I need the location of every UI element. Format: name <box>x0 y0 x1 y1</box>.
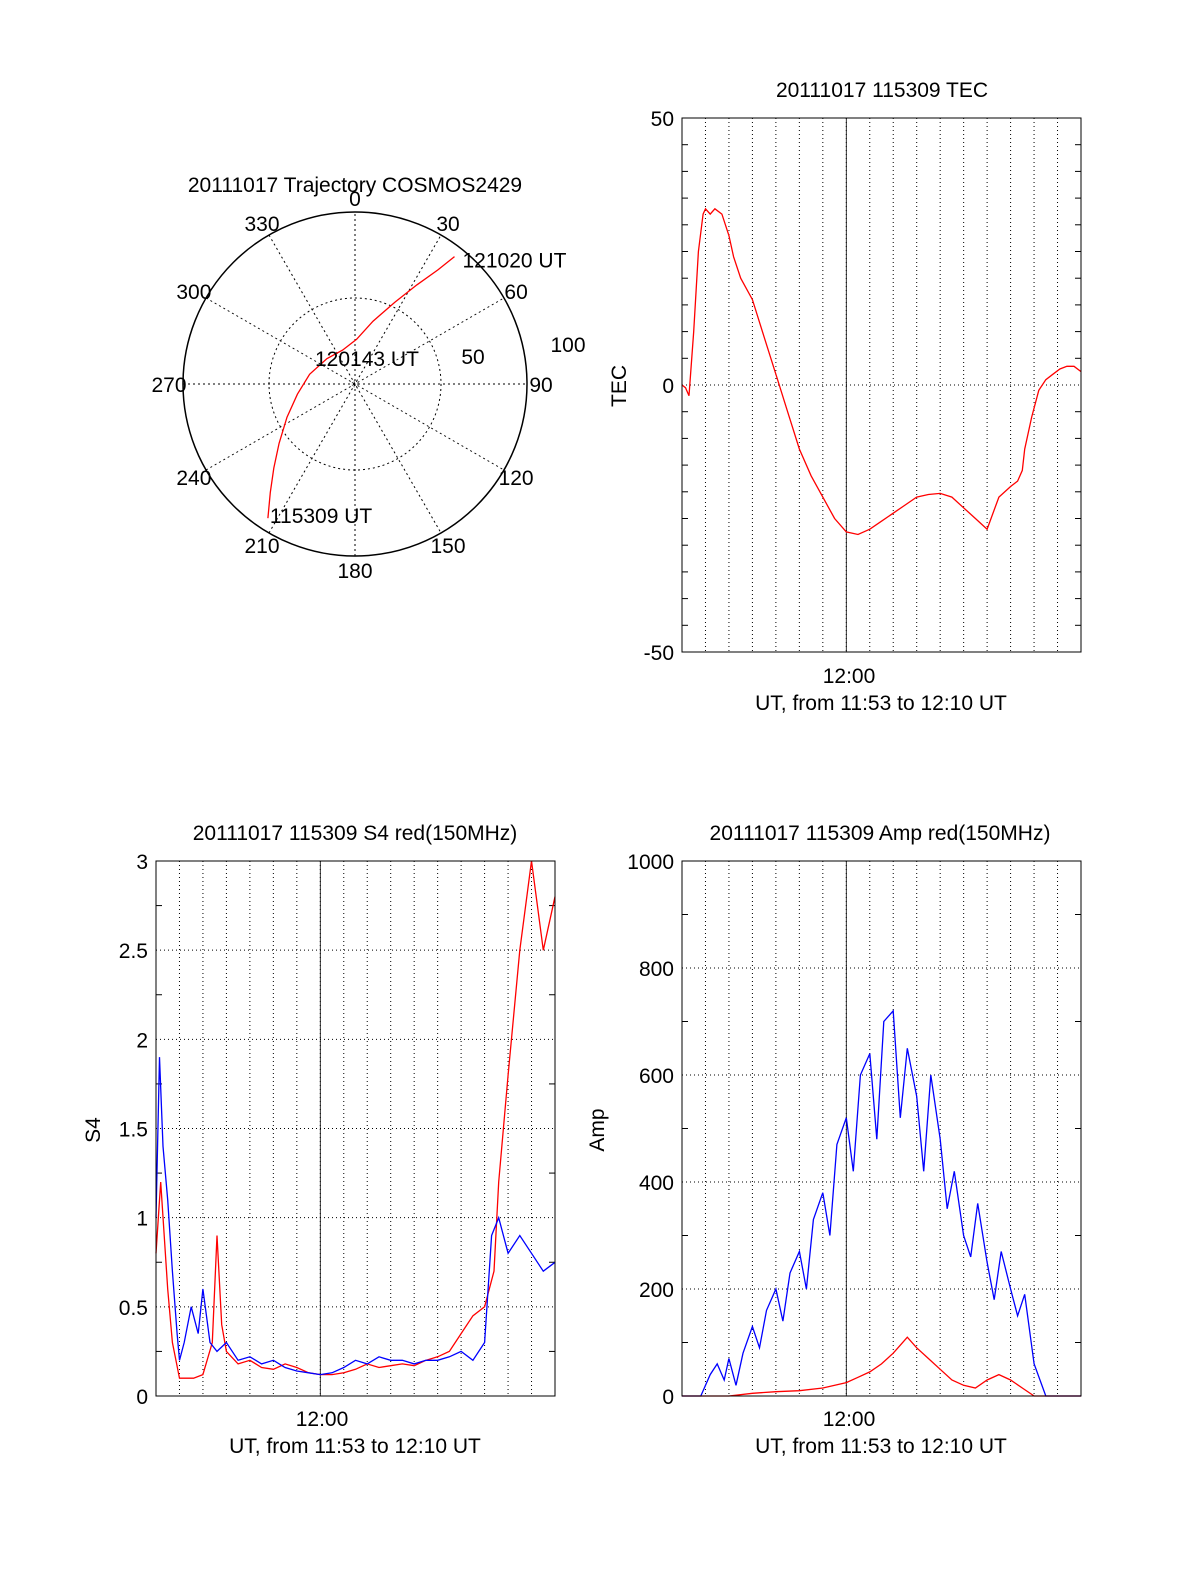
tec-ytick-labels: 50 0 -50 <box>644 108 674 665</box>
trajectory-line <box>267 256 455 519</box>
ytick-label: 400 <box>639 1172 674 1195</box>
s4-xlabel: UT, from 11:53 to 12:10 UT <box>229 1435 481 1458</box>
polar-angle-label: 60 <box>504 281 527 304</box>
ytick-label: 1000 <box>627 851 674 874</box>
s4-ytick-labels: 0 0.5 1 1.5 2 2.5 3 <box>119 851 148 1409</box>
ytick-label: 0 <box>662 375 674 398</box>
ytick-label: 50 <box>651 108 674 131</box>
polar-angle-label: 300 <box>176 281 211 304</box>
amp-title: 20111017 115309 Amp red(150MHz) <box>710 822 1051 845</box>
tec-xtick-label: 12:00 <box>823 665 876 688</box>
polar-angle-label: 150 <box>430 535 465 558</box>
time-label-mid: 120143 UT <box>315 348 419 371</box>
amp-panel: 20111017 115309 Amp red(150MHz) Amp 0 200… <box>586 822 1082 1458</box>
polar-panel: 20111017 Trajectory COSMOS2429 030609012… <box>151 174 585 583</box>
polar-angle-label: 90 <box>529 374 552 397</box>
ytick-label: 600 <box>639 1065 674 1088</box>
polar-radial-label: 100 <box>550 334 585 357</box>
polar-annotations: 121020 UT 120143 UT 115309 UT <box>270 250 567 529</box>
polar-angle-label: 210 <box>244 535 279 558</box>
ytick-label: 1.5 <box>119 1119 148 1142</box>
ytick-label: 2 <box>136 1029 148 1052</box>
time-label-end: 121020 UT <box>463 250 567 273</box>
polar-angle-label: 120 <box>499 467 534 490</box>
polar-angle-labels: 0 30 60 90 120 150 180 210 240 270 300 330 <box>151 188 552 583</box>
ytick-label: 800 <box>639 958 674 981</box>
ytick-label: 0.5 <box>119 1297 148 1320</box>
amp-xtick-label: 12:00 <box>823 1408 876 1431</box>
s4-red-series-line <box>155 860 556 1379</box>
tec-xlabel: UT, from 11:53 to 12:10 UT <box>755 692 1007 715</box>
s4-grid <box>156 861 555 1396</box>
polar-angle-label: 180 <box>337 560 372 583</box>
polar-title: 20111017 Trajectory COSMOS2429 <box>188 174 522 197</box>
ytick-label: 0 <box>136 1386 148 1409</box>
tec-plot-frame <box>681 117 1082 653</box>
s4-title: 20111017 115309 S4 red(150MHz) <box>193 822 518 845</box>
ytick-label: 3 <box>136 851 148 874</box>
polar-radial-label: 50 <box>461 346 484 369</box>
amp-red-series-line <box>682 1336 1081 1397</box>
polar-angle-label: 240 <box>176 467 211 490</box>
amp-blue-series-line <box>682 1009 1081 1397</box>
ytick-label: 200 <box>639 1279 674 1302</box>
time-label-start: 115309 UT <box>270 505 373 528</box>
polar-ring <box>268 297 442 471</box>
polar-spoke <box>268 234 442 534</box>
s4-ylabel: S4 <box>82 1117 105 1143</box>
tec-title: 20111017 115309 TEC <box>776 79 988 102</box>
amp-xlabel: UT, from 11:53 to 12:10 UT <box>755 1435 1007 1458</box>
s4-panel: 20111017 115309 S4 red(150MHz) S4 0 0.5 1 1… <box>82 822 556 1458</box>
amp-ytick-labels: 0 200 400 600 800 1000 <box>627 851 674 1409</box>
tec-panel: 20111017 115309 TEC TEC 50 0 -50 12:00 UT,… <box>608 79 1082 715</box>
ytick-label: 0 <box>662 1386 674 1409</box>
tec-grid <box>682 118 1081 652</box>
amp-grid <box>682 861 1081 1396</box>
polar-angle-label: 30 <box>436 213 459 236</box>
polar-angle-label: 330 <box>244 213 279 236</box>
amp-plot-frame <box>681 860 1082 1397</box>
s4-plot-frame <box>155 860 556 1397</box>
polar-angle-label: 270 <box>151 374 186 397</box>
ytick-label: -50 <box>644 642 674 665</box>
tec-series-line <box>681 207 1082 536</box>
ytick-label: 2.5 <box>119 940 148 963</box>
s4-xtick-label: 12:00 <box>296 1408 349 1431</box>
polar-grid <box>182 211 528 557</box>
polar-radial-labels: 50 100 <box>461 334 585 369</box>
tec-ylabel: TEC <box>608 365 631 407</box>
ytick-label: 1 <box>136 1208 148 1231</box>
s4-blue-series-line <box>155 1057 556 1376</box>
polar-angle-label: 0 <box>349 188 361 211</box>
amp-ylabel: Amp <box>586 1108 609 1151</box>
